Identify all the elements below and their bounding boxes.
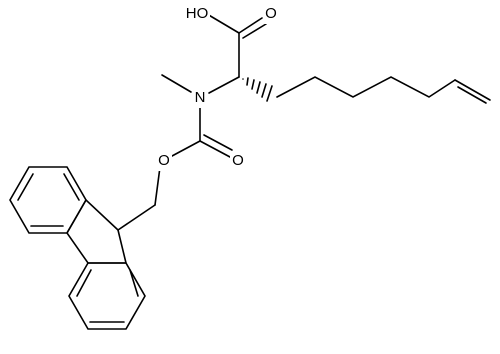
hashed-bond xyxy=(242,77,273,102)
atom-label: O xyxy=(158,152,170,169)
atom-label: HO xyxy=(186,5,209,22)
atom-label: O xyxy=(265,5,277,22)
atom-label: N xyxy=(195,89,206,106)
atom-label: O xyxy=(232,152,244,169)
bonds xyxy=(9,13,491,330)
labels: HO O N O O xyxy=(156,4,279,171)
